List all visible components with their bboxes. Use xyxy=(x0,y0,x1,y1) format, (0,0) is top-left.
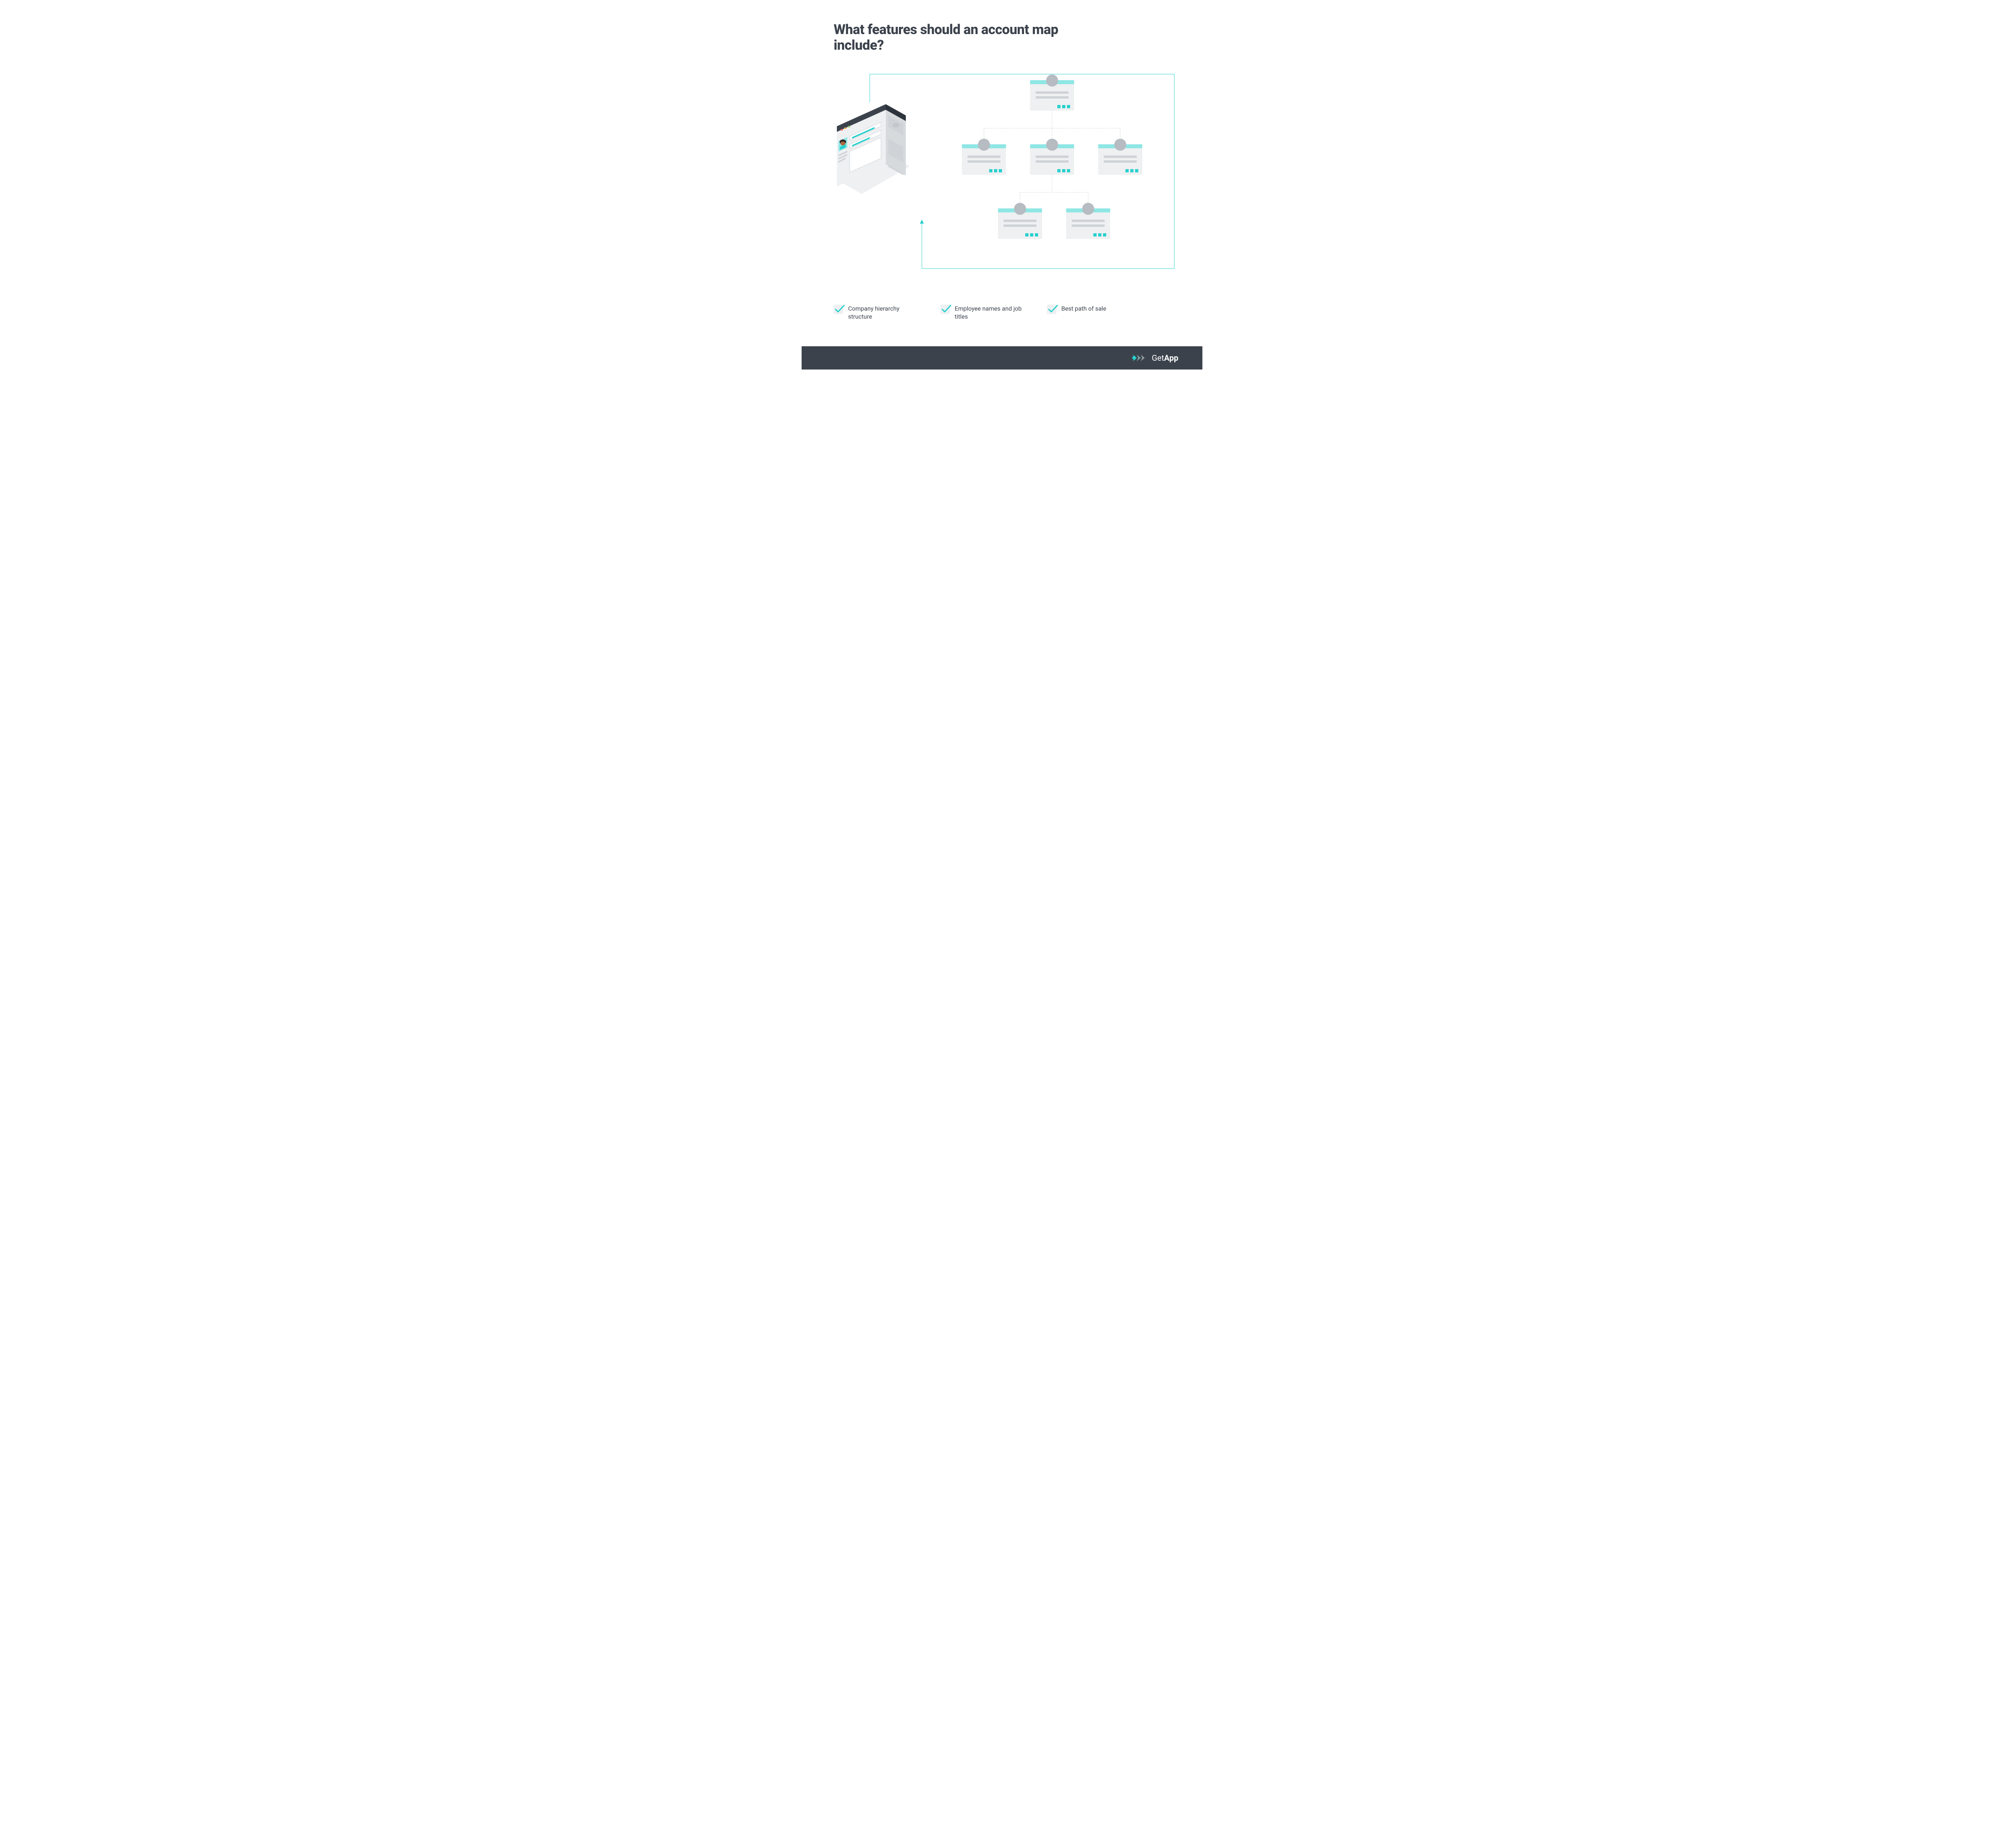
org-card xyxy=(1066,208,1110,239)
isometric-browser-illustration xyxy=(830,104,922,196)
brand-name-part1: Get xyxy=(1152,353,1164,363)
brand-name: GetApp xyxy=(1152,353,1178,363)
org-card xyxy=(962,143,1006,175)
brand-name-part2: App xyxy=(1164,353,1178,363)
org-card xyxy=(1098,143,1142,175)
checkbox-icon xyxy=(834,305,843,314)
features-row: Company hierarchy structure Employee nam… xyxy=(834,305,1170,321)
avatar-icon xyxy=(1082,203,1094,215)
feature-item: Best path of sale xyxy=(1047,305,1106,314)
feature-label: Employee names and job titles xyxy=(955,305,1023,321)
avatar-icon xyxy=(1014,203,1026,215)
org-card xyxy=(1030,143,1074,175)
brand-logo-lockup: GetApp xyxy=(1132,353,1178,363)
getapp-logo-icon xyxy=(1132,353,1149,363)
checkbox-icon xyxy=(1047,305,1057,314)
feature-label: Company hierarchy structure xyxy=(848,305,916,321)
avatar-icon xyxy=(1114,139,1126,151)
org-card xyxy=(1030,79,1074,111)
checkbox-icon xyxy=(940,305,950,314)
avatar-icon xyxy=(978,139,990,151)
feature-item: Company hierarchy structure xyxy=(834,305,916,321)
feature-label: Best path of sale xyxy=(1061,305,1106,313)
footer-bar: GetApp xyxy=(802,346,1202,370)
infographic-page: What features should an account map incl… xyxy=(802,0,1202,370)
org-card xyxy=(998,208,1042,239)
avatar-icon xyxy=(1046,75,1058,87)
avatar-icon xyxy=(1046,139,1058,151)
diagram-area xyxy=(802,0,1202,305)
feature-item: Employee names and job titles xyxy=(940,305,1023,321)
